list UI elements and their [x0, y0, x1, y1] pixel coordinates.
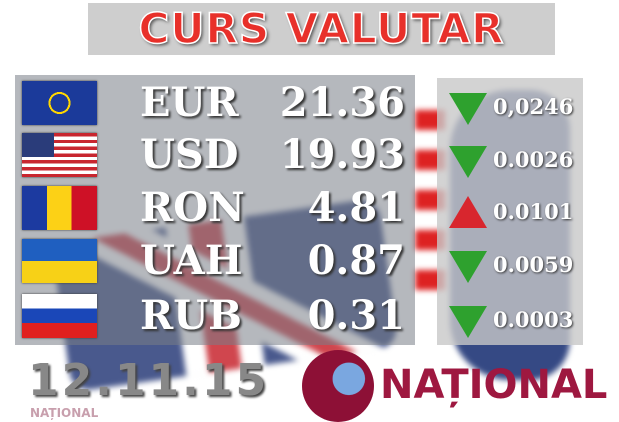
page-title: CURS VALUTAR — [138, 4, 505, 54]
date-label: 12.11.15 — [28, 355, 270, 406]
currency-value: 21.36 — [279, 79, 405, 126]
currency-code: UAH — [140, 237, 243, 284]
ru-flag-icon — [22, 294, 97, 338]
eu-flag-icon — [22, 81, 97, 125]
currency-value: 0.87 — [307, 237, 405, 284]
title-banner: CURS VALUTAR — [88, 3, 555, 55]
change-uah: 0.0059 — [437, 241, 583, 291]
change-value: 0.0026 — [493, 147, 574, 172]
brand-name: NAȚIONAL — [380, 362, 608, 408]
currency-code: USD — [140, 131, 239, 178]
currency-value: 19.93 — [279, 131, 405, 178]
changes-panel: 0,0246 0.0026 0.0101 0.0059 0.0003 — [437, 78, 583, 345]
rate-row-rub: RUB 0.31 — [15, 291, 415, 341]
rate-row-uah: UAH 0.87 — [15, 236, 415, 286]
watermark: NAȚIONAL — [30, 406, 99, 420]
change-value: 0,0246 — [493, 94, 574, 119]
ua-flag-icon — [22, 239, 97, 283]
rate-row-usd: USD 19.93 — [15, 130, 415, 180]
change-ron: 0.0101 — [437, 188, 583, 238]
national-logo-icon — [302, 350, 374, 422]
currency-value: 4.81 — [307, 184, 405, 231]
change-value: 0.0101 — [493, 199, 574, 224]
change-usd: 0.0026 — [437, 136, 583, 186]
ro-flag-icon — [22, 186, 97, 230]
currency-code: EUR — [140, 79, 239, 126]
change-value: 0.0059 — [493, 252, 574, 277]
arrow-down-icon — [449, 93, 487, 125]
arrow-up-icon — [449, 196, 487, 228]
rates-panel: EUR 21.36 USD 19.93 RON 4.81 UAH 0.87 RU… — [15, 75, 415, 345]
change-value: 0.0003 — [493, 307, 574, 332]
rate-row-eur: EUR 21.36 — [15, 78, 415, 128]
us-flag-icon — [22, 133, 97, 177]
currency-code: RON — [140, 184, 245, 231]
arrow-down-icon — [449, 306, 487, 338]
arrow-down-icon — [449, 251, 487, 283]
arrow-down-icon — [449, 146, 487, 178]
change-rub: 0.0003 — [437, 296, 583, 346]
currency-code: RUB — [140, 292, 242, 339]
change-eur: 0,0246 — [437, 83, 583, 133]
currency-value: 0.31 — [307, 292, 405, 339]
rate-row-ron: RON 4.81 — [15, 183, 415, 233]
